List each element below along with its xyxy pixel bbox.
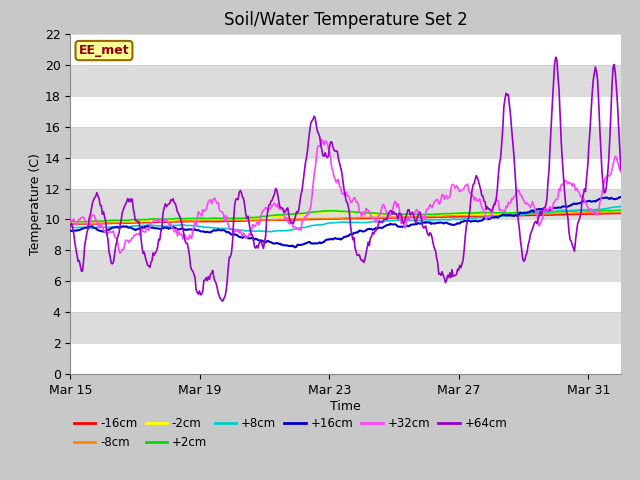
Bar xyxy=(70,65,621,96)
Bar xyxy=(70,157,621,189)
Y-axis label: Temperature (C): Temperature (C) xyxy=(29,153,42,255)
Bar xyxy=(70,34,621,65)
Bar xyxy=(70,343,621,374)
Bar xyxy=(70,312,621,343)
Legend: -16cm, -8cm, -2cm, +2cm, +8cm, +16cm, +32cm, +64cm: -16cm, -8cm, -2cm, +2cm, +8cm, +16cm, +3… xyxy=(69,412,512,454)
Text: EE_met: EE_met xyxy=(79,44,129,57)
Bar xyxy=(70,127,621,157)
X-axis label: Time: Time xyxy=(330,400,361,413)
Title: Soil/Water Temperature Set 2: Soil/Water Temperature Set 2 xyxy=(224,11,467,29)
Bar xyxy=(70,189,621,219)
Bar xyxy=(70,96,621,127)
Bar xyxy=(70,251,621,281)
Bar xyxy=(70,219,621,251)
Bar xyxy=(70,281,621,312)
